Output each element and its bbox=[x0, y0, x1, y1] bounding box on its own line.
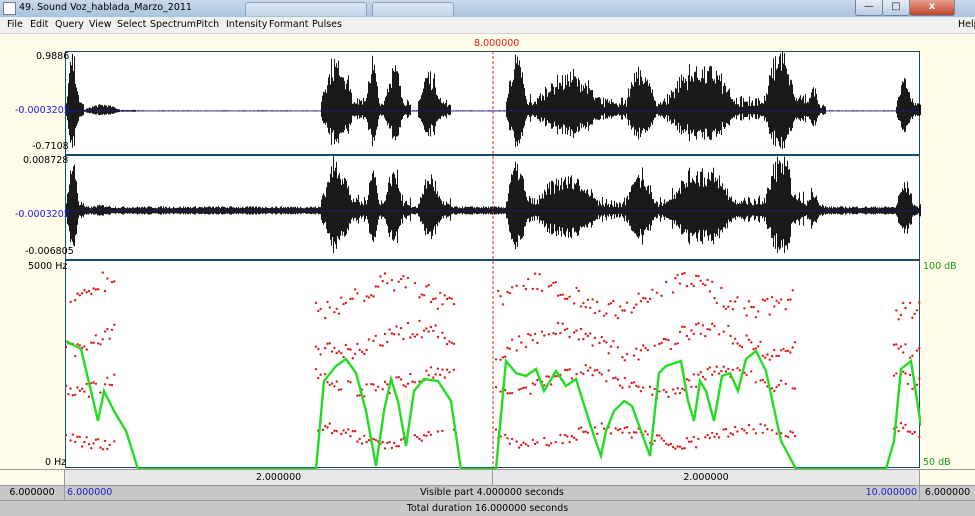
waveform-channel-2[interactable] bbox=[65, 155, 921, 260]
menu-file[interactable]: File bbox=[7, 19, 23, 30]
cursor-time-label: 8.000000 bbox=[474, 38, 520, 49]
menu-pulses[interactable]: Pulses bbox=[312, 19, 342, 30]
menu-bar: File Edit Query View Select Spectrum Pit… bbox=[0, 17, 975, 34]
channel2-zero-label: -0.0003205 bbox=[15, 209, 70, 220]
channel1-min-label: -0.7108 bbox=[32, 141, 69, 152]
visible-end-label: 10.000000 bbox=[865, 487, 917, 498]
background-window-tab[interactable] bbox=[372, 2, 454, 16]
channel1-max-label: 0.9886 bbox=[36, 51, 70, 62]
channel2-max-label: 0.008728 bbox=[23, 155, 69, 166]
time-bar-right-pad bbox=[920, 470, 975, 485]
total-duration-bar[interactable]: Total duration 16.000000 seconds bbox=[0, 500, 975, 516]
menu-select[interactable]: Select bbox=[117, 19, 147, 30]
waveform-channel-1[interactable] bbox=[65, 51, 921, 155]
segment-left-button[interactable]: 2.000000 bbox=[65, 470, 493, 485]
menu-query[interactable]: Query bbox=[55, 19, 84, 30]
window-title: 49. Sound Voz_hablada_Marzo_2011 bbox=[19, 2, 192, 13]
menu-spectrum[interactable]: Spectrum bbox=[150, 19, 197, 30]
channel1-zero-label: -0.0003205 bbox=[15, 105, 70, 116]
maximize-button[interactable]: □ bbox=[882, 0, 910, 16]
channel2-min-label: -0.006805 bbox=[25, 246, 74, 257]
time-segment-bar: 2.000000 2.000000 bbox=[0, 469, 975, 485]
before-visible-button[interactable]: 6.000000 bbox=[0, 486, 65, 500]
minimize-button[interactable]: — bbox=[855, 0, 883, 16]
freq-min-label: 0 Hz bbox=[45, 457, 67, 468]
visible-part-label: Visible part 4.000000 seconds bbox=[420, 487, 564, 498]
menu-help[interactable]: Help bbox=[958, 19, 975, 30]
menu-intensity[interactable]: Intensity bbox=[226, 19, 268, 30]
visible-part-bar: 6.000000 6.000000 Visible part 4.000000 … bbox=[0, 485, 975, 500]
intensity-min-label: 50 dB bbox=[923, 457, 951, 468]
after-visible-button[interactable]: 6.000000 bbox=[924, 487, 971, 498]
window-titlebar[interactable]: 49. Sound Voz_hablada_Marzo_2011 — □ x bbox=[0, 0, 975, 18]
close-button[interactable]: x bbox=[909, 0, 955, 16]
menu-formant[interactable]: Formant bbox=[269, 19, 309, 30]
segment-right-button[interactable]: 2.000000 bbox=[493, 470, 920, 485]
total-duration-label: Total duration 16.000000 seconds bbox=[406, 503, 569, 514]
visible-part-button[interactable]: 6.000000 Visible part 4.000000 seconds 1… bbox=[65, 486, 920, 500]
background-window-tab[interactable] bbox=[245, 2, 367, 16]
spectrogram-panel[interactable] bbox=[65, 260, 921, 469]
intensity-max-label: 100 dB bbox=[923, 261, 957, 272]
visible-start-label: 6.000000 bbox=[67, 487, 113, 498]
time-bar-left-pad bbox=[0, 470, 65, 485]
menu-edit[interactable]: Edit bbox=[30, 19, 49, 30]
freq-max-label: 5000 Hz bbox=[28, 261, 68, 272]
menu-pitch[interactable]: Pitch bbox=[196, 19, 220, 30]
menu-view[interactable]: View bbox=[89, 19, 112, 30]
praat-app-icon bbox=[3, 2, 16, 15]
